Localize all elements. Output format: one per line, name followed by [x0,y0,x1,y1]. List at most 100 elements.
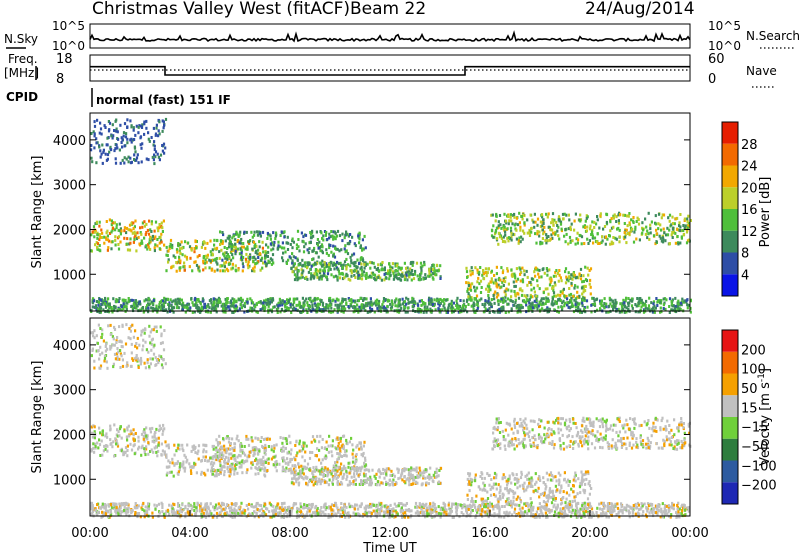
data-cell [250,230,253,234]
data-cell [200,459,203,462]
data-cell [331,263,334,267]
data-cell [212,447,215,451]
data-cell [490,298,493,301]
data-cell [486,271,489,275]
data-cell [218,455,222,459]
data-cell [521,278,524,282]
data-cell [624,233,627,237]
data-cell [310,264,313,268]
data-cell [397,477,400,481]
data-cell [482,269,485,272]
data-cell [498,214,502,217]
data-cell [416,474,419,478]
data-cell [361,248,364,252]
data-cell [499,488,502,492]
data-cell [182,462,185,466]
data-cell [166,471,169,475]
data-cell [117,307,120,311]
data-cell [207,303,210,307]
data-cell [510,231,513,235]
data-cell [233,446,236,450]
data-cell [143,447,146,451]
data-cell [623,222,626,225]
data-cell [552,274,555,278]
data-cell [225,299,229,303]
data-cell [529,295,532,299]
data-cell [610,226,614,230]
data-cell [155,427,158,431]
data-cell [368,310,371,314]
data-cell [569,292,573,296]
data-cell [254,436,257,440]
data-cell [133,443,136,447]
data-cell [237,268,240,272]
data-cell [100,236,104,239]
data-cell [312,299,315,303]
data-cell [309,450,312,454]
data-cell [145,447,148,451]
data-cell [136,153,139,157]
data-cell [224,301,228,305]
data-cell [295,473,298,476]
data-cell [321,236,324,240]
data-cell [487,287,490,291]
data-cell [252,448,255,452]
data-cell [566,303,569,307]
data-cell [604,305,607,309]
data-cell [440,299,443,303]
data-cell [476,268,479,272]
data-cell [103,235,106,239]
data-cell [509,213,512,217]
data-cell [264,305,267,309]
data-cell [126,438,129,442]
data-cell [139,231,142,234]
data-cell [163,296,166,300]
data-cell [329,303,332,307]
data-cell [614,303,617,307]
data-cell [201,299,204,303]
data-cell [117,243,120,246]
data-cell [149,240,152,244]
data-cell [532,220,535,224]
data-cell [316,303,319,307]
data-cell [478,298,481,302]
data-cell [408,269,411,273]
data-cell [111,240,114,244]
data-cell [612,307,615,311]
data-cell [563,301,567,305]
data-cell [507,501,510,504]
data-cell [580,310,583,314]
data-cell [182,449,185,453]
data-cell [604,242,607,246]
data-cell [137,125,140,129]
data-cell [475,286,479,290]
data-cell [175,261,178,264]
data-cell [426,476,429,479]
data-cell [325,231,328,234]
data-cell [108,128,111,132]
data-cell [302,306,305,310]
data-cell [312,248,315,252]
data-cell [255,244,258,248]
data-cell [687,221,690,225]
data-cell [579,219,582,223]
data-cell [99,149,102,153]
data-cell [217,441,220,445]
data-cell [228,234,231,238]
data-cell [95,308,98,312]
data-cell [535,480,538,484]
data-cell [141,225,144,229]
data-cell [241,298,244,302]
data-cell [117,430,120,434]
data-cell [372,302,375,306]
data-cell [488,311,491,314]
data-cell [239,449,242,452]
data-cell [409,469,412,473]
data-cell [106,444,109,448]
data-cell [270,445,273,449]
data-cell [281,241,284,245]
data-cell [539,302,542,306]
data-cell [97,300,101,304]
data-cell [248,257,252,261]
data-cell [240,251,243,255]
